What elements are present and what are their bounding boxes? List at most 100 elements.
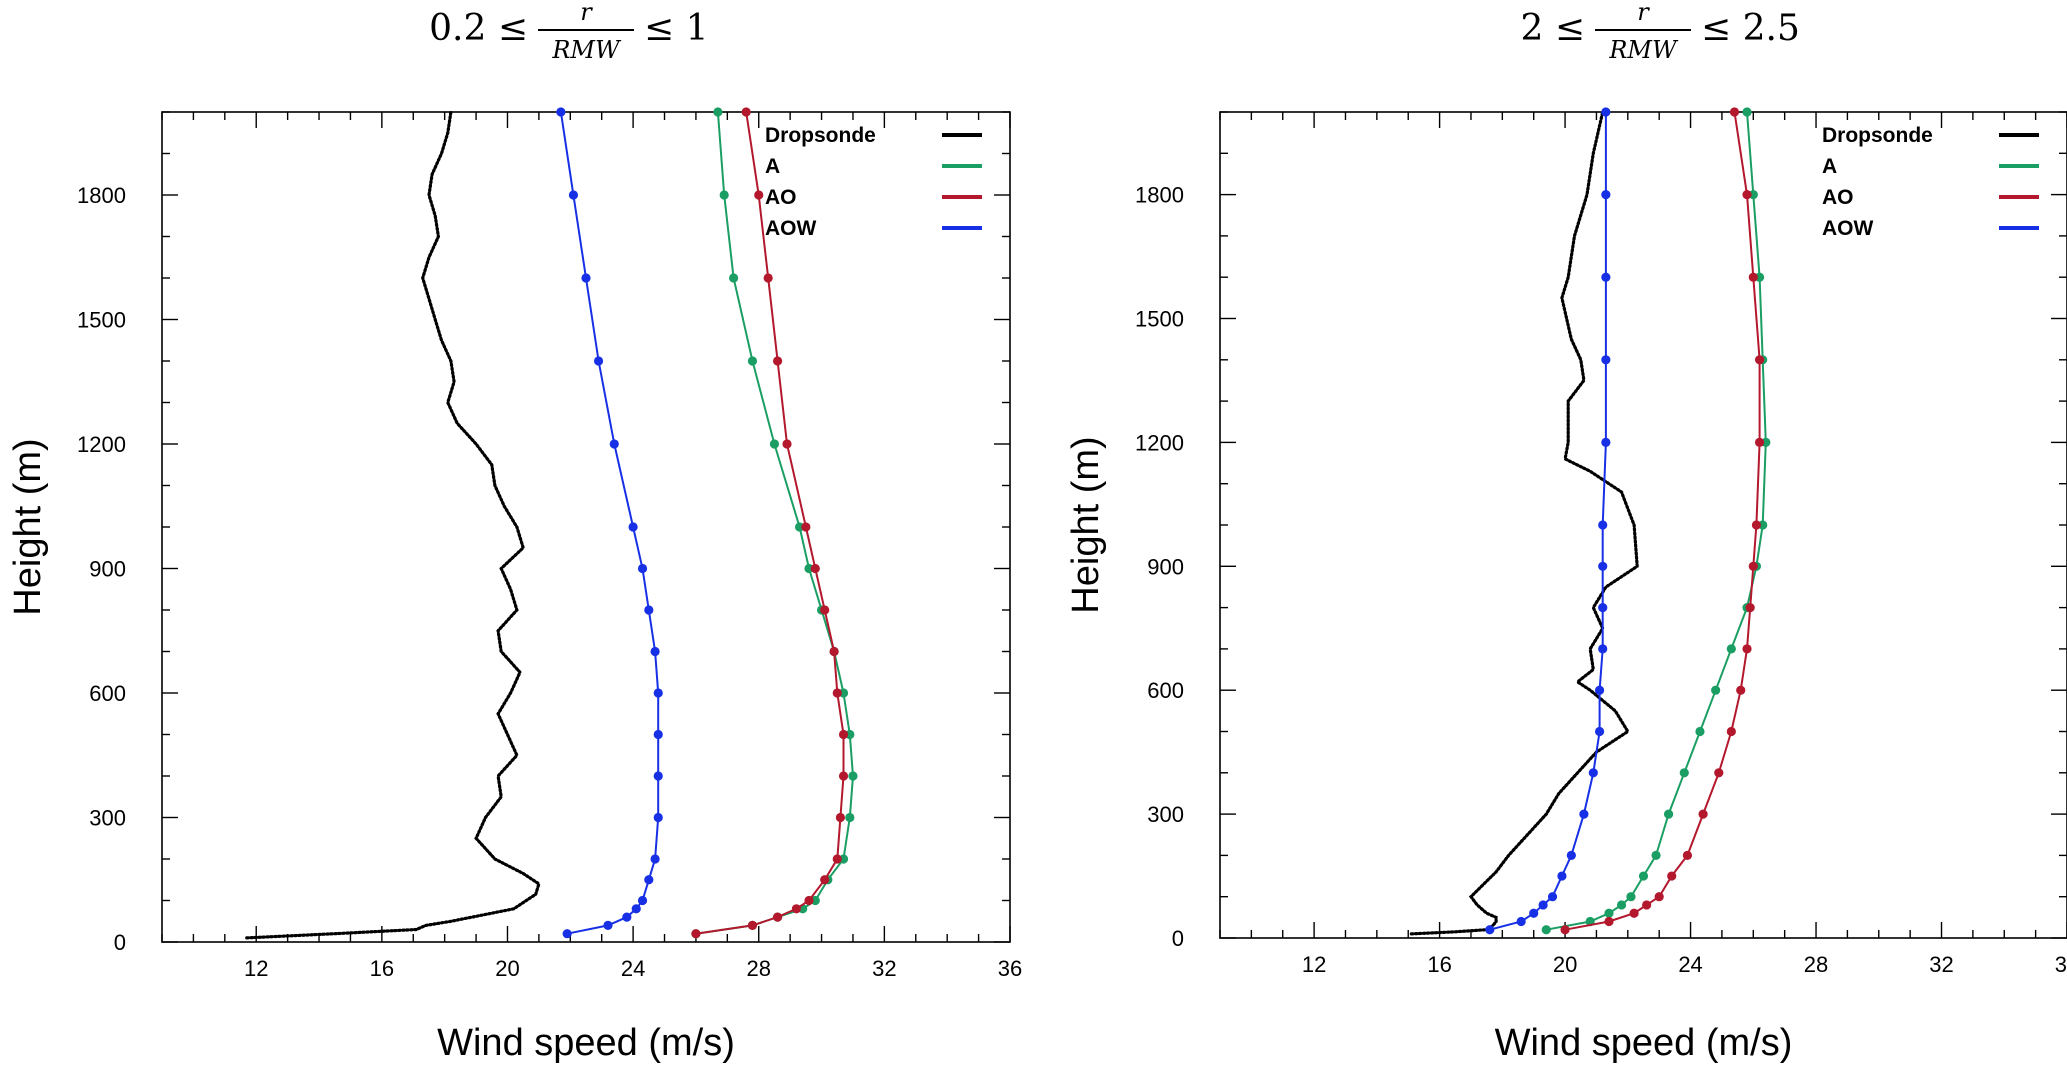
data-point (1601, 355, 1611, 365)
data-point (804, 895, 814, 906)
series-ao (691, 107, 849, 939)
series-line-ao (1564, 111, 1761, 931)
data-point (1748, 561, 1758, 571)
title-denominator: RMW (1608, 36, 1679, 64)
data-point (1604, 908, 1614, 918)
data-point (568, 190, 579, 200)
data-point (1566, 850, 1576, 861)
chart-panel-1: 12 16 20 24 28 32 36 0 300 600 900 1200 1500 1800 Wind… (7, 0, 1022, 1064)
data-point (562, 929, 572, 939)
x-axis-title: Wind speed (m/s) (1495, 1022, 1793, 1064)
data-point (1598, 520, 1608, 530)
x-tick-label: 12 (244, 956, 268, 981)
title-prefix: 0.2 ≤ (429, 8, 528, 49)
data-point (1679, 768, 1689, 778)
x-tick-label: 12 (1302, 952, 1326, 977)
legend-label: AO (765, 186, 797, 209)
x-tick-label: 16 (1427, 952, 1451, 977)
data-point (1642, 900, 1652, 910)
data-point (832, 854, 842, 864)
series-ao (1560, 107, 1765, 935)
legend-label: AOW (1822, 217, 1874, 240)
y-tick-label: 1500 (1135, 307, 1184, 332)
data-point (1714, 768, 1724, 778)
data-point (1547, 892, 1558, 902)
data-point (1601, 107, 1611, 117)
data-point (1742, 107, 1752, 117)
data-point (845, 812, 855, 823)
data-point (713, 107, 723, 117)
y-tick-label: 0 (1172, 926, 1184, 951)
title-prefix: 2 ≤ (1520, 8, 1585, 49)
legend-label: Dropsonde (1822, 124, 1933, 147)
x-axis-title: Wind speed (m/s) (437, 1022, 735, 1064)
x-tick-label: 28 (746, 956, 770, 981)
data-point (1557, 871, 1567, 881)
series-line-aow (1489, 112, 1607, 931)
data-point (650, 646, 660, 657)
data-point (1616, 900, 1627, 910)
data-point (644, 605, 654, 615)
x-tick-label: 20 (1553, 952, 1577, 977)
y-tick-label: 600 (1147, 678, 1184, 703)
data-point (719, 190, 729, 200)
data-point (838, 729, 849, 740)
data-point (631, 904, 641, 914)
data-point (1601, 272, 1611, 282)
series-aow (556, 107, 663, 939)
series-dropsonde (245, 110, 541, 940)
data-point (1651, 850, 1661, 861)
data-point (609, 439, 619, 449)
data-point (1663, 809, 1674, 819)
y-tick-label: 0 (114, 930, 126, 955)
series-dropsonde (1409, 110, 1639, 936)
data-point (593, 356, 604, 366)
data-point (1601, 190, 1611, 200)
title-suffix: ≤ 1 (644, 8, 709, 49)
data-point (637, 563, 648, 574)
legend-label: AO (1822, 186, 1854, 209)
data-point (832, 688, 842, 698)
title-numerator: r (580, 0, 593, 26)
data-point (1601, 437, 1611, 447)
data-point (1598, 603, 1608, 613)
data-point (820, 875, 830, 885)
series-aow (1485, 107, 1611, 935)
data-point (1541, 925, 1551, 935)
data-point (1736, 685, 1746, 695)
data-point (1742, 644, 1752, 654)
title-denominator: RMW (551, 36, 622, 64)
x-tick-label: 36 (2055, 952, 2067, 977)
data-point (1698, 809, 1708, 819)
plot-frame (1219, 111, 2067, 939)
x-tick-label: 32 (1929, 952, 1953, 977)
data-point (1485, 925, 1495, 935)
chart-panel-2: 12 16 20 24 28 32 36 0 300 600 900 1200 1500 1800 Wind… (1065, 0, 2067, 1064)
x-tick-label: 24 (621, 956, 645, 981)
data-point (653, 688, 663, 698)
chart-title: 0.2 ≤ r RMW ≤ 1 (429, 0, 708, 64)
x-tick-label: 36 (998, 956, 1022, 981)
y-tick-label: 300 (1147, 802, 1184, 827)
series-line-aow (559, 111, 660, 935)
y-tick-label: 300 (89, 806, 126, 831)
data-point (622, 912, 632, 922)
data-point (637, 895, 648, 906)
data-point (628, 522, 638, 532)
data-point (1538, 900, 1548, 910)
y-tick-label: 600 (89, 681, 126, 706)
data-point (1579, 809, 1589, 819)
data-point (829, 646, 839, 657)
y-tick-label: 900 (1147, 554, 1184, 579)
data-point (729, 273, 739, 283)
y-tick-label: 1200 (1135, 430, 1184, 455)
data-point (791, 904, 802, 914)
data-point (1629, 908, 1639, 918)
data-point (1729, 107, 1740, 117)
series-line-dropsonde (245, 110, 541, 940)
data-point (1748, 272, 1758, 282)
data-point (1516, 916, 1526, 927)
legend-label: A (765, 155, 780, 178)
data-point (747, 356, 758, 366)
series-line-a (1546, 111, 1767, 931)
